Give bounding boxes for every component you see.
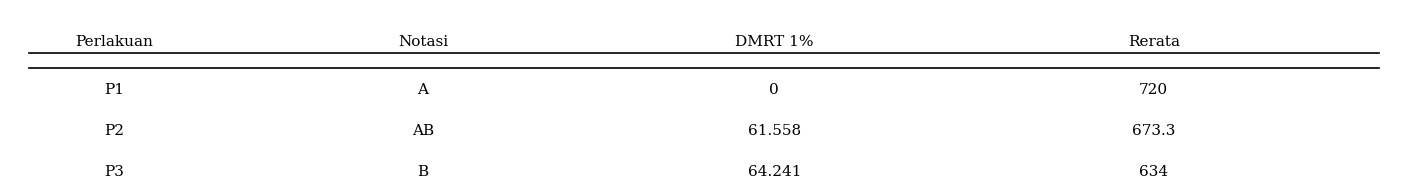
Text: 634: 634 (1139, 165, 1169, 179)
Text: Rerata: Rerata (1128, 35, 1180, 49)
Text: 64.241: 64.241 (748, 165, 801, 179)
Text: Notasi: Notasi (398, 35, 448, 49)
Text: P3: P3 (104, 165, 124, 179)
Text: B: B (417, 165, 428, 179)
Text: 0: 0 (769, 83, 779, 97)
Text: 61.558: 61.558 (748, 124, 801, 138)
Text: P1: P1 (104, 83, 124, 97)
Text: Perlakuan: Perlakuan (75, 35, 152, 49)
Text: 720: 720 (1139, 83, 1169, 97)
Text: AB: AB (413, 124, 434, 138)
Text: DMRT 1%: DMRT 1% (735, 35, 814, 49)
Text: A: A (417, 83, 428, 97)
Text: 673.3: 673.3 (1132, 124, 1176, 138)
Text: P2: P2 (104, 124, 124, 138)
